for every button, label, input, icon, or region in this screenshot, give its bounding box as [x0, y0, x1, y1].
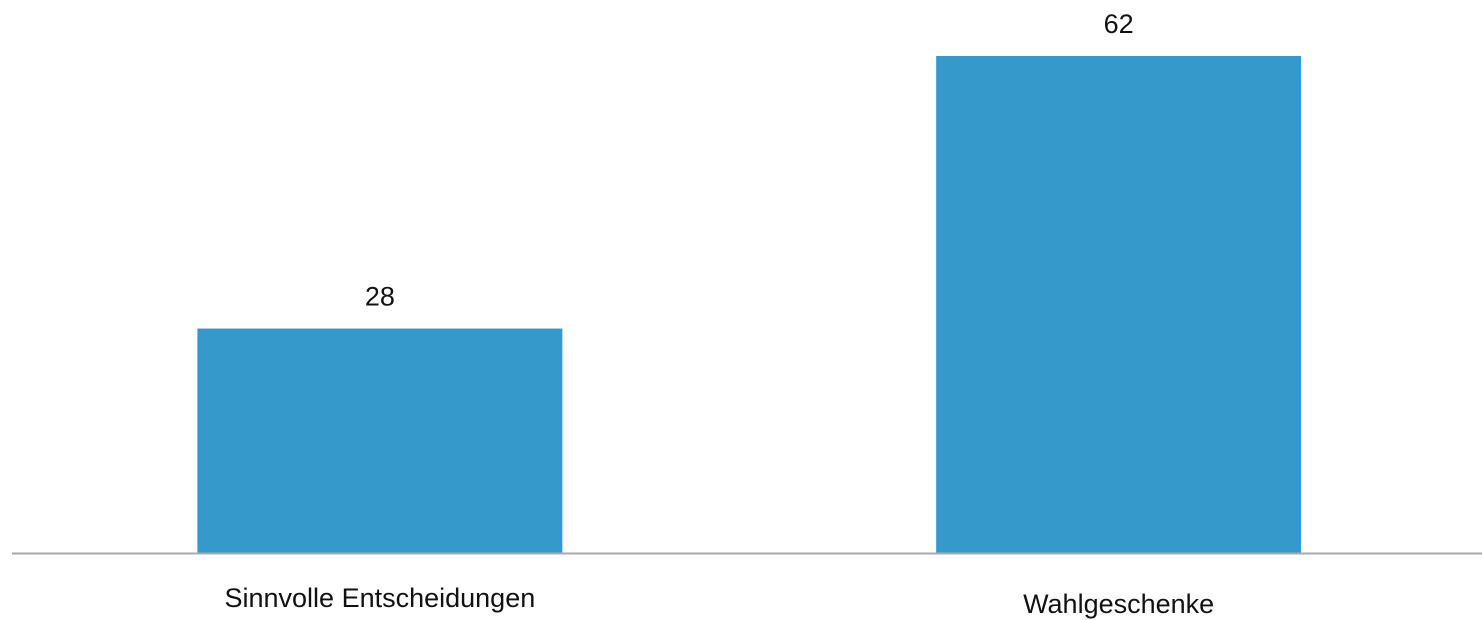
bar — [197, 328, 563, 553]
bar — [936, 56, 1302, 553]
data-label: 62 — [1104, 9, 1134, 39]
x-tick-label: Sinnvolle Entscheidungen — [225, 583, 536, 613]
data-label: 28 — [365, 282, 395, 312]
x-tick-label: Wahlgeschenke — [1023, 589, 1214, 619]
